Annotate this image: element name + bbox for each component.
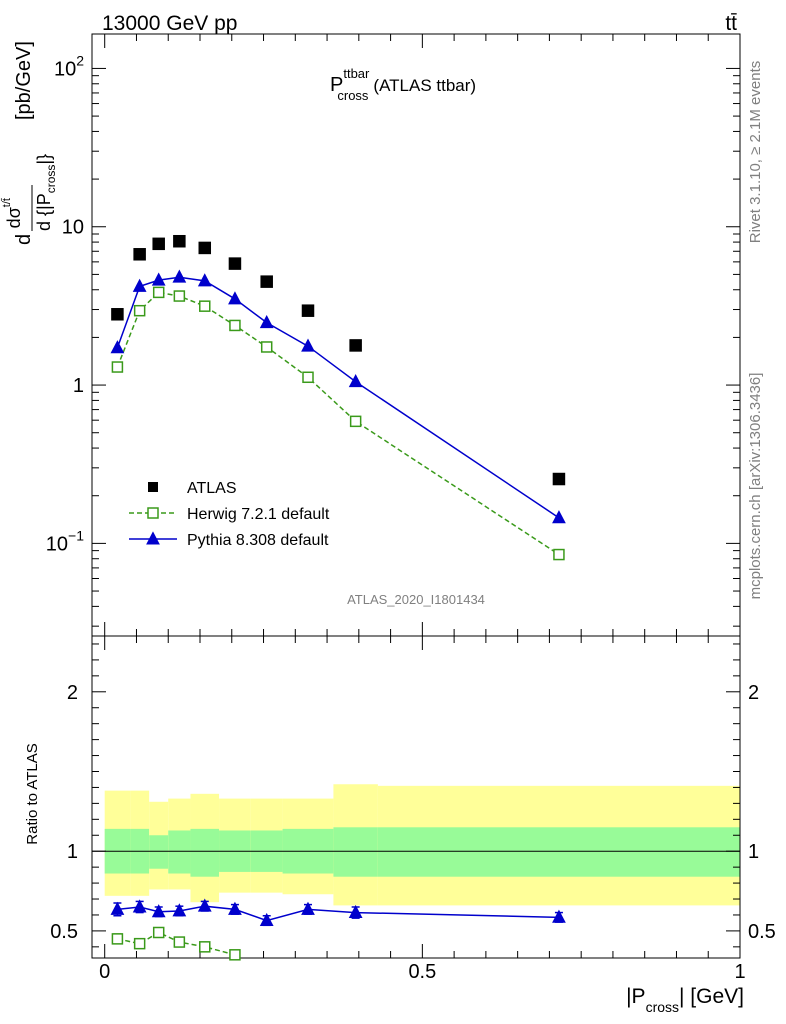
atlas-point: [228, 257, 242, 270]
ratio-panel-frame: [91, 635, 741, 959]
x-tick-label: 1: [734, 961, 745, 983]
legend: ATLAS Herwig 7.2.1 default Pythia 8.308 de…: [129, 480, 330, 549]
title-suffix: (ATLAS ttbar): [373, 76, 476, 95]
band-inner-bin: [149, 835, 169, 869]
herwig-point: [229, 319, 241, 332]
process-label: tt̄: [725, 12, 737, 35]
pythia-ratio-point: [228, 901, 242, 915]
herwig-ratio-point: [133, 937, 146, 950]
pythia-point: [151, 272, 166, 286]
analysis-id: ATLAS_2020_I1801434: [347, 592, 485, 607]
svg-text:d dσt/t̄: d dσt/t̄: [1, 198, 35, 245]
y-tick-label: 102: [54, 52, 84, 80]
ratio-tick-label-right: 0.5: [748, 921, 776, 943]
pythia-ratio-point: [348, 904, 363, 919]
atlas-point: [349, 339, 362, 352]
legend-label: ATLAS: [187, 480, 237, 497]
atlas-point: [301, 304, 315, 317]
atlas-point: [111, 308, 124, 321]
ratio-tick-label: 0.5: [50, 921, 78, 943]
ratio-tick-label: 2: [67, 682, 78, 704]
herwig-ratio-point: [152, 926, 165, 939]
herwig-point: [133, 304, 146, 317]
atlas-point: [173, 234, 186, 248]
band-inner-bin: [190, 828, 220, 877]
herwig-ratio-point: [111, 933, 124, 945]
pythia-line: [116, 276, 560, 519]
legend-marker-pythia: [146, 531, 160, 545]
energy-label: 13000 GeV pp: [102, 12, 237, 35]
herwig-point: [302, 371, 314, 384]
y-tick-label: 10−1: [46, 527, 84, 555]
atlas-point: [198, 241, 212, 255]
y-units: [pb/GeV]: [13, 41, 35, 120]
band-inner-bin: [377, 827, 740, 877]
ratio-bands: [92, 784, 740, 906]
legend-marker-herwig: [147, 507, 159, 519]
x-axis-label: |Pcross| [GeV]: [626, 985, 744, 1015]
ratio-tick-label: 1: [67, 841, 78, 863]
herwig-ratio-point: [173, 936, 186, 948]
herwig-point: [553, 548, 565, 561]
pythia-point: [348, 374, 363, 388]
x-tick-label: 0: [99, 961, 110, 983]
pythia-point: [132, 278, 147, 292]
ratio-tick-label-right: 2: [748, 682, 759, 704]
y-tick-label: 1: [73, 375, 84, 397]
pythia-point: [172, 269, 187, 283]
herwig-point: [260, 341, 273, 353]
legend-label: Herwig 7.2.1 default: [187, 506, 330, 523]
pythia-point: [197, 273, 212, 287]
pythia-point: [301, 338, 315, 352]
mcplots-label: mcplots.cern.ch [arXiv:1306.3436]: [747, 373, 764, 600]
axes-frames: [91, 33, 741, 959]
pythia-ratio-point: [132, 899, 147, 913]
y-tick-label: 10: [62, 217, 84, 239]
svg-text:d {|Pcross|}: d {|Pcross|}: [34, 154, 58, 231]
x-tick-label: 0.5: [408, 961, 436, 983]
pythia-point: [259, 314, 274, 329]
pythia-ratio-point: [172, 903, 187, 917]
atlas-point: [152, 237, 165, 251]
band-inner-bin: [333, 827, 378, 877]
title-sub: cross: [337, 88, 369, 103]
pythia-ratio-point: [151, 904, 166, 918]
pythia-ratio-point: [259, 912, 274, 926]
y-axis-label-ratio: Ratio to ATLAS: [24, 743, 41, 844]
pythia-point: [228, 291, 242, 305]
axis-ticks: [92, 34, 741, 958]
title-sup: ttbar: [343, 66, 370, 81]
herwig-point: [349, 415, 362, 428]
pythia-ratio-point: [110, 901, 125, 915]
herwig-ratio-point: [229, 949, 241, 961]
pythia-point: [110, 340, 125, 354]
legend-marker-atlas: [148, 482, 158, 492]
pythia-ratio-point: [197, 898, 212, 912]
y-axis-label-top: d dσt/t̄ d {|Pcross|} [pb/GeV]: [1, 41, 58, 245]
herwig-ratio-point: [199, 941, 211, 953]
atlas-point: [552, 472, 566, 486]
atlas-point: [133, 248, 146, 261]
data-series: [110, 234, 566, 961]
herwig-point: [173, 290, 186, 302]
pythia-ratio-line: [117, 905, 559, 922]
herwig-point: [152, 286, 165, 299]
legend-label: Pythia 8.308 default: [187, 532, 329, 549]
pythia-ratio-point: [552, 909, 566, 923]
herwig-line: [116, 291, 560, 556]
band-inner-bin: [168, 830, 191, 874]
pythia-point: [552, 510, 566, 524]
herwig-point: [111, 361, 124, 373]
ratio-tick-label-right: 1: [748, 841, 759, 863]
rivet-label: Rivet 3.1.10, ≥ 2.1M events: [747, 61, 764, 244]
atlas-point: [260, 275, 273, 288]
herwig-point: [199, 300, 211, 312]
plot-title: Pttbar cross(ATLAS ttbar): [330, 66, 476, 103]
pythia-ratio-point: [301, 901, 315, 915]
